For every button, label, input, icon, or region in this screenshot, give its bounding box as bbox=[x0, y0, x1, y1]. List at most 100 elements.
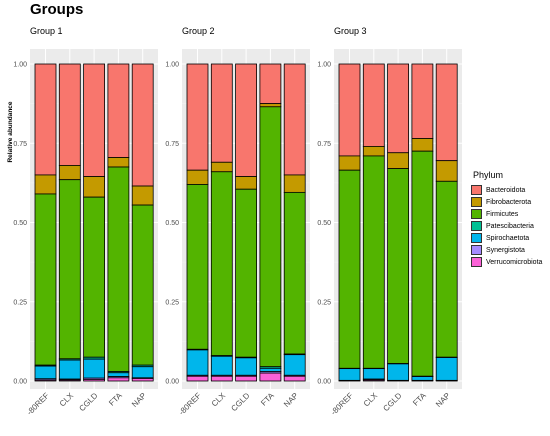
bar-segment-firmicutes bbox=[411, 150, 434, 377]
x-tick-label: -80REF bbox=[177, 391, 203, 417]
bar-segment-verrucomicrobiota bbox=[34, 379, 57, 382]
x-tick-label: NAP bbox=[282, 391, 300, 409]
x-tick-label: CGLD bbox=[77, 391, 99, 413]
bar-segment-bacteroidota bbox=[283, 63, 306, 176]
bar-segment-bacteroidota bbox=[186, 63, 209, 171]
legend-item-firmicutes: Firmicutes bbox=[471, 208, 542, 220]
legend-label: Fibrobacterota bbox=[486, 198, 532, 206]
bar-segment-firmicutes bbox=[107, 166, 130, 372]
bar-segment-bacteroidota bbox=[235, 63, 258, 177]
x-tick-label: CLX bbox=[210, 391, 228, 409]
bar-segment-fibrobacterota bbox=[338, 155, 361, 171]
y-tick-label: 0.50 bbox=[165, 220, 179, 227]
legend-item-patescibacteria: Patescibacteria bbox=[471, 220, 542, 232]
bar-segment-verrucomicrobiota bbox=[259, 372, 282, 382]
x-tick-label: CLX bbox=[58, 391, 76, 409]
legend-label: Spirochaetota bbox=[486, 234, 530, 242]
y-tick-label: 0.75 bbox=[165, 141, 179, 148]
bar-segment-fibrobacterota bbox=[83, 176, 105, 198]
bar-segment-fibrobacterota bbox=[411, 138, 434, 152]
legend-swatch bbox=[471, 221, 482, 231]
chart-title: Groups bbox=[30, 1, 84, 18]
bar-segment-spirochaetota bbox=[411, 376, 434, 381]
bar-segment-firmicutes bbox=[259, 106, 282, 368]
bar-segment-bacteroidota bbox=[131, 63, 154, 187]
bar-segment-fibrobacterota bbox=[435, 160, 458, 182]
bar-segment-firmicutes bbox=[210, 171, 233, 357]
x-tick-label: NAP bbox=[434, 391, 452, 409]
legend-swatch bbox=[471, 197, 482, 207]
panel-label: Group 2 bbox=[182, 26, 215, 36]
bar-segment-firmicutes bbox=[131, 204, 154, 366]
bar-segment-fibrobacterota bbox=[210, 161, 233, 173]
bar-segment-spirochaetota bbox=[338, 368, 361, 381]
y-tick-label: 0.00 bbox=[317, 379, 331, 386]
legend-item-synergistota: Synergistota bbox=[471, 244, 542, 256]
legend: Phylum Bacteroidota Fibrobacterota Firmi… bbox=[471, 170, 542, 268]
legend-swatch bbox=[471, 185, 482, 195]
bar-segment-verrucomicrobiota bbox=[283, 375, 306, 382]
legend-title: Phylum bbox=[473, 170, 504, 180]
bar-segment-spirochaetota bbox=[210, 355, 233, 376]
bar-segment-spirochaetota bbox=[235, 357, 258, 376]
bar-segment-firmicutes bbox=[435, 180, 458, 358]
bar-segment-spirochaetota bbox=[362, 368, 385, 380]
legend-swatch bbox=[471, 245, 482, 255]
bar-segment-fibrobacterota bbox=[259, 103, 282, 108]
bar-segment-verrucomicrobiota bbox=[362, 379, 385, 382]
bar-segment-fibrobacterota bbox=[34, 174, 57, 195]
bar-segment-spirochaetota bbox=[83, 358, 105, 379]
bar-segment-fibrobacterota bbox=[131, 185, 154, 206]
x-tick-label: CLX bbox=[362, 391, 380, 409]
bar-segment-spirochaetota bbox=[387, 363, 410, 381]
legend-label: Bacteroidota bbox=[486, 186, 526, 194]
bar-segment-verrucomicrobiota bbox=[235, 375, 258, 382]
x-tick-label: FTA bbox=[107, 391, 124, 408]
bar-segment-spirochaetota bbox=[186, 349, 209, 376]
panel-label: Group 3 bbox=[334, 26, 367, 36]
bar-segment-bacteroidota bbox=[435, 63, 458, 162]
y-tick-label: 0.50 bbox=[13, 220, 27, 227]
bar-segment-firmicutes bbox=[283, 191, 306, 355]
legend-label: Verrucomicrobiota bbox=[486, 258, 543, 266]
legend-swatch bbox=[471, 257, 482, 267]
bar-segment-fibrobacterota bbox=[235, 176, 258, 190]
bar-segment-bacteroidota bbox=[387, 63, 410, 154]
bar-segment-bacteroidota bbox=[83, 63, 105, 177]
bar-segment-firmicutes bbox=[58, 179, 81, 360]
y-tick-label: 1.00 bbox=[317, 62, 331, 69]
bar-segment-spirochaetota bbox=[259, 367, 282, 372]
bar-segment-fibrobacterota bbox=[387, 152, 410, 170]
bar-segment-fibrobacterota bbox=[186, 169, 209, 185]
bar-segment-verrucomicrobiota bbox=[131, 378, 154, 382]
bar-segment-firmicutes bbox=[235, 188, 258, 358]
bar-segment-firmicutes bbox=[338, 169, 361, 369]
y-tick-label: 1.00 bbox=[165, 62, 179, 69]
bar-segment-bacteroidota bbox=[34, 63, 57, 176]
x-tick-label: -80REF bbox=[25, 391, 51, 417]
y-tick-label: 0.00 bbox=[13, 379, 27, 386]
x-tick-label: CGLD bbox=[381, 391, 403, 413]
y-tick-label: 0.75 bbox=[13, 141, 27, 148]
bar-segment-verrucomicrobiota bbox=[210, 375, 233, 382]
x-tick-label: FTA bbox=[411, 391, 428, 408]
bar-segment-verrucomicrobiota bbox=[58, 379, 81, 382]
bar-segment-spirochaetota bbox=[34, 365, 57, 380]
legend-label: Firmicutes bbox=[486, 210, 519, 218]
panel-label: Group 1 bbox=[30, 26, 63, 36]
bar-segment-bacteroidota bbox=[411, 63, 434, 139]
bar-segment-spirochaetota bbox=[58, 359, 81, 380]
bar-segment-firmicutes bbox=[34, 193, 57, 366]
legend-item-spirochaetota: Spirochaetota bbox=[471, 232, 542, 244]
legend-swatch bbox=[471, 209, 482, 219]
legend-item-bacteroidota: Bacteroidota bbox=[471, 184, 542, 196]
x-tick-label: -80REF bbox=[329, 391, 355, 417]
bar-segment-bacteroidota bbox=[362, 63, 385, 147]
bar-segment-bacteroidota bbox=[107, 63, 130, 158]
bar-segment-verrucomicrobiota bbox=[83, 379, 105, 382]
bar-segment-spirochaetota bbox=[435, 357, 458, 381]
legend-label: Synergistota bbox=[486, 246, 525, 254]
y-tick-label: 0.25 bbox=[317, 299, 331, 306]
legend-item-verrucomicrobiota: Verrucomicrobiota bbox=[471, 256, 542, 268]
